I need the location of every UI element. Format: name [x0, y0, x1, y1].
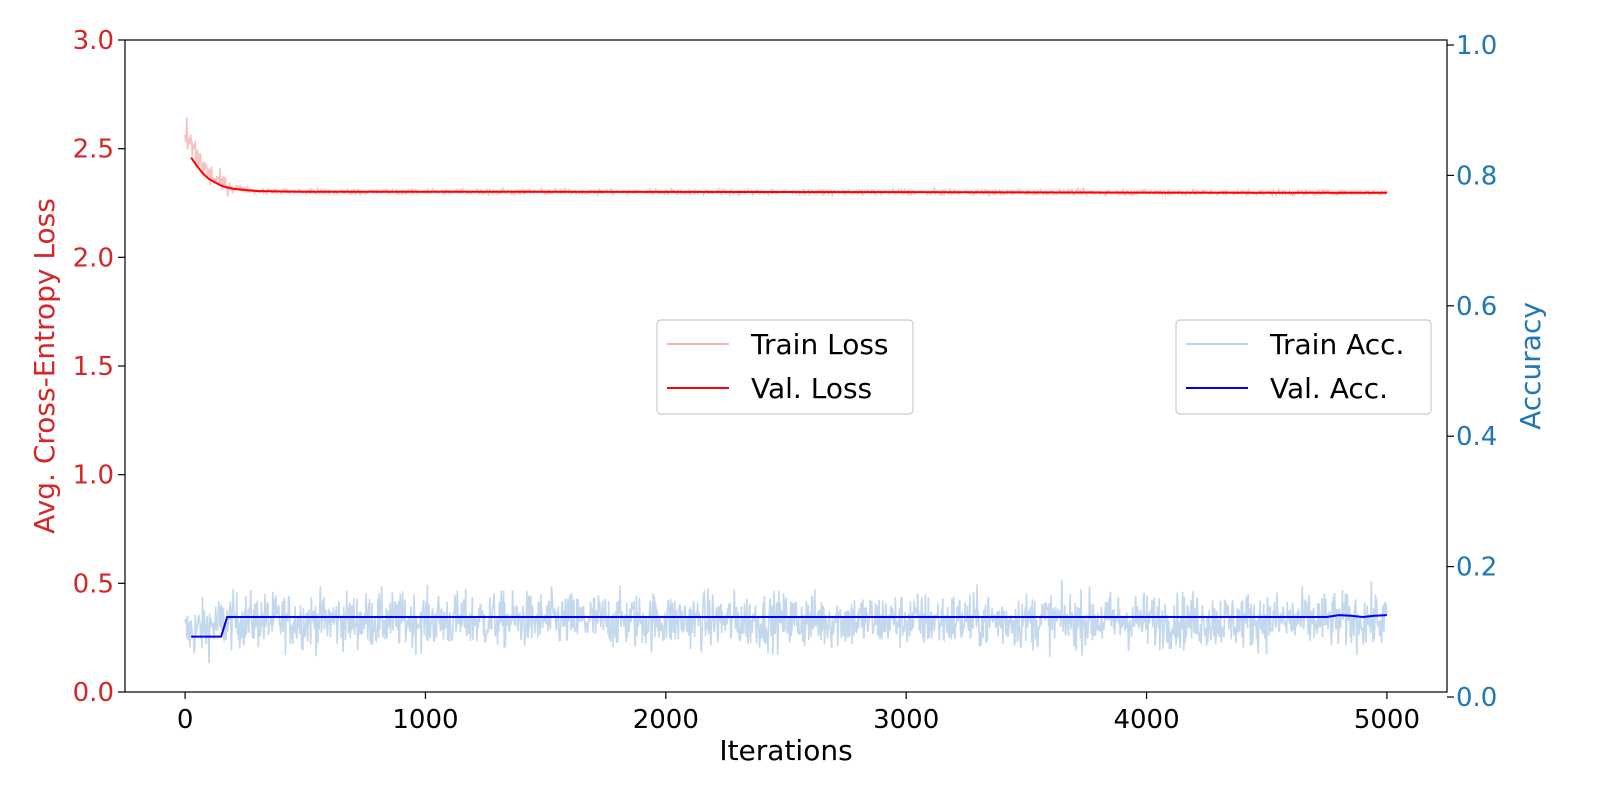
- right-y-axis-title: Accuracy: [1514, 302, 1547, 430]
- left-y-tick-label: 0.5: [73, 569, 114, 599]
- series-layer: [184, 117, 1388, 664]
- x-tick-label: 0: [177, 705, 194, 735]
- loss-legend: Train Loss Val. Loss: [656, 319, 914, 415]
- legend-label: Val. Acc.: [1270, 372, 1388, 405]
- right-y-tick-label: 0.2: [1456, 553, 1497, 583]
- right-y-tick-label: 1.0: [1456, 31, 1497, 61]
- accuracy-legend: Train Acc. Val. Acc.: [1175, 319, 1432, 415]
- right-y-tick-label: 0.0: [1456, 683, 1497, 713]
- right-y-tick-label: 0.6: [1456, 292, 1497, 322]
- left-y-tick-label: 2.0: [73, 243, 114, 273]
- left-y-tick-label: 2.5: [73, 135, 114, 165]
- axes-layer: 0 1000 2000 3000 4000 5000 0.0 0.5 1.0 1.5 2.0 2.5 3…: [73, 26, 1498, 735]
- val-acc-line: [191, 614, 1387, 638]
- val-loss-line: [190, 156, 1387, 194]
- left-y-tick-label: 1.0: [73, 461, 114, 491]
- legend-label: Val. Loss: [751, 372, 872, 405]
- x-tick-label: 1000: [392, 705, 458, 735]
- x-tick-label: 3000: [873, 705, 939, 735]
- left-y-tick-label: 0.0: [73, 678, 114, 708]
- x-tick-label: 5000: [1354, 705, 1420, 735]
- left-y-axis-title: Avg. Cross-Entropy Loss: [28, 198, 61, 534]
- x-axis-title: Iterations: [719, 734, 852, 767]
- x-tick-label: 2000: [633, 705, 699, 735]
- legend-label: Train Acc.: [1269, 328, 1404, 361]
- legends-layer: Train Loss Val. Loss Train Acc. Val. Acc.: [656, 319, 1432, 415]
- left-y-tick-label: 3.0: [73, 26, 114, 56]
- legend-label: Train Loss: [750, 328, 889, 361]
- left-y-tick-label: 1.5: [73, 352, 114, 382]
- right-y-tick-label: 0.4: [1456, 422, 1497, 452]
- x-tick-label: 4000: [1113, 705, 1179, 735]
- train-acc-line: [184, 579, 1388, 664]
- right-y-tick-label: 0.8: [1456, 161, 1497, 191]
